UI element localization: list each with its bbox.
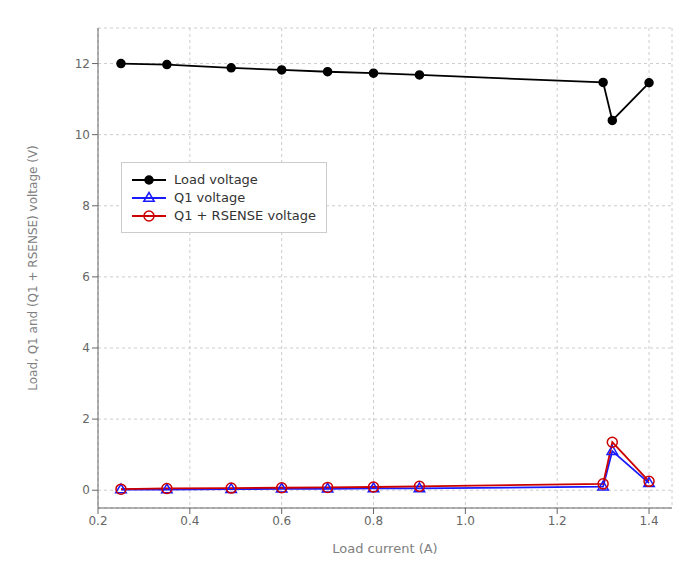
svg-text:0.2: 0.2 [88,514,107,528]
svg-text:0.8: 0.8 [364,514,383,528]
html-text:Q1 voltage: Q1 voltage [174,190,246,206]
svg-text:1.4: 1.4 [639,514,658,528]
html-text:Q1 + RSENSE voltage: Q1 + RSENSE voltage [174,208,316,224]
html-text:Load voltage: Load voltage [174,172,258,188]
svg-text:0: 0 [82,483,90,497]
svg-text:2: 2 [82,412,90,426]
svg-text:0.4: 0.4 [180,514,199,528]
svg-text:4: 4 [82,341,90,355]
svg-text:10: 10 [75,128,90,142]
svg-text:12: 12 [75,57,90,71]
svg-text:Load, Q1 and (Q1 + RSENSE) vol: Load, Q1 and (Q1 + RSENSE) voltage (V) [26,145,40,391]
svg-text:6: 6 [82,270,90,284]
svg-text:Load current (A): Load current (A) [332,541,437,556]
svg-text:1.2: 1.2 [548,514,567,528]
svg-text:8: 8 [82,199,90,213]
svg-text:0.6: 0.6 [272,514,291,528]
svg-text:1.0: 1.0 [456,514,475,528]
